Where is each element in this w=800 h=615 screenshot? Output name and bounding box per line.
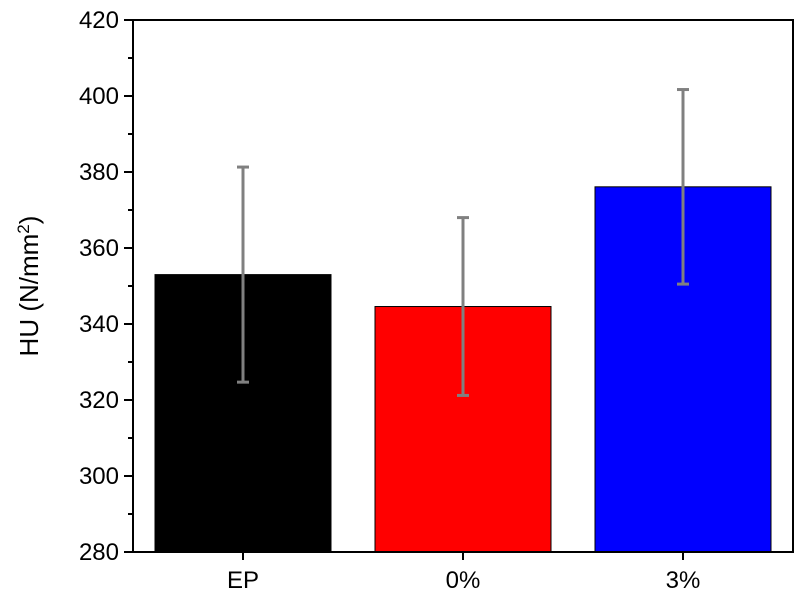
y-tick-label: 360 [79,235,119,262]
y-tick-label: 280 [79,539,119,566]
y-tick-label: 320 [79,387,119,414]
y-tick-label: 400 [79,83,119,110]
y-tick-label: 380 [79,159,119,186]
error-bar-0% [457,216,469,397]
y-tick-label: 300 [79,463,119,490]
x-tick-label: 3% [666,567,701,594]
x-tick-label: 0% [446,567,481,594]
error-bar-3% [677,88,689,286]
y-tick-label: 340 [79,311,119,338]
y-axis-label: HU (N/mm2) [14,216,44,357]
y-tick-label: 420 [79,7,119,34]
error-bar-EP [237,165,249,384]
x-tick-label: EP [227,567,259,594]
